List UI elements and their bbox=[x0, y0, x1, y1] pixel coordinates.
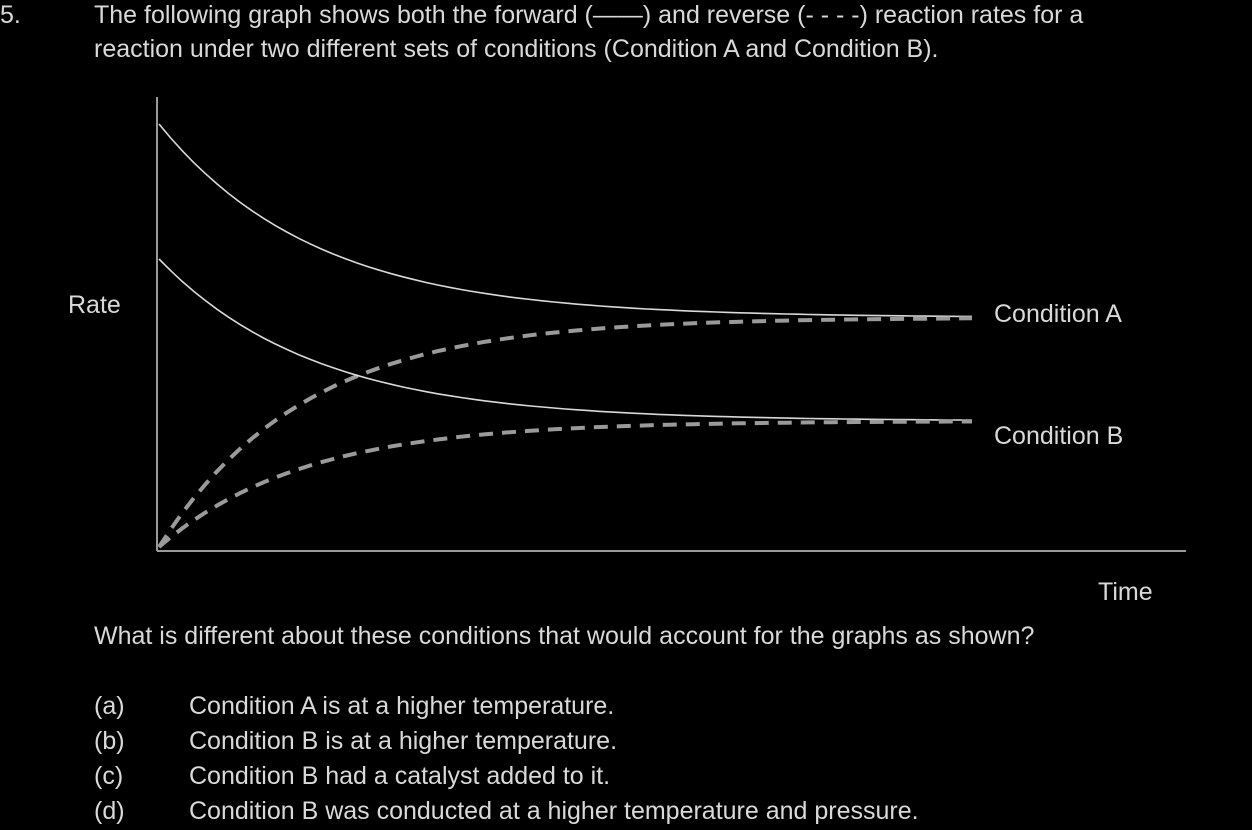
condition-b-reverse-rate-curve bbox=[157, 419, 972, 549]
question-stem-line-1: The following graph shows both the forwa… bbox=[94, 1, 1084, 29]
option-text: Condition B had a catalyst added to it. bbox=[189, 762, 611, 790]
question-prompt: What is different about these conditions… bbox=[94, 622, 1035, 650]
question-stem-line-2: reaction under two different sets of con… bbox=[94, 35, 939, 63]
y-axis-label: Rate bbox=[68, 291, 121, 319]
option-text: Condition B is at a higher temperature. bbox=[189, 727, 618, 755]
option-text: Condition B was conducted at a higher te… bbox=[189, 797, 919, 825]
option-letter: (d) bbox=[94, 797, 125, 825]
x-axis-label: Time bbox=[1098, 578, 1153, 606]
condition-a-reverse-rate-curve bbox=[157, 316, 973, 549]
question-number: 5. bbox=[0, 1, 21, 29]
condition-b-forward-rate-curve bbox=[158, 258, 973, 421]
option-letter: (c) bbox=[94, 762, 124, 790]
option-letter: (b) bbox=[94, 727, 125, 755]
option-text: Condition A is at a higher temperature. bbox=[189, 692, 615, 720]
axes bbox=[156, 97, 1186, 552]
series-label-condition-a: Condition A bbox=[994, 300, 1122, 328]
series-label-condition-b: Condition B bbox=[994, 422, 1123, 450]
option-letter: (a) bbox=[94, 692, 125, 720]
question-stem: The following graph shows both the forwa… bbox=[94, 0, 1252, 66]
condition-a-forward-rate-curve bbox=[158, 123, 972, 318]
curves bbox=[157, 123, 973, 549]
